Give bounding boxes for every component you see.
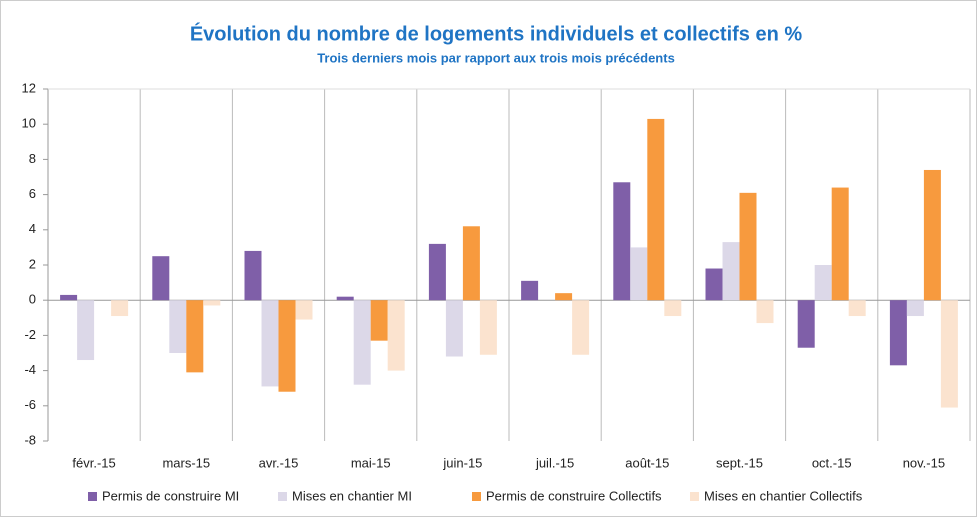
- bar: [521, 280, 539, 301]
- bar: [387, 300, 405, 371]
- bar: [814, 265, 832, 301]
- legend-label: Mises en chantier MI: [292, 488, 412, 503]
- bar: [336, 296, 354, 301]
- y-tick-label: -6: [24, 397, 36, 412]
- bar: [370, 300, 388, 341]
- bar: [889, 300, 907, 366]
- bar: [906, 300, 924, 317]
- y-tick-label: -2: [24, 327, 36, 342]
- x-tick-label: nov.-15: [903, 455, 945, 470]
- legend-label: Mises en chantier Collectifs: [704, 488, 863, 503]
- bar: [739, 192, 757, 301]
- x-tick-label: juil.-15: [535, 455, 574, 470]
- bar: [664, 300, 682, 317]
- bar: [756, 300, 774, 324]
- x-tick-label: août-15: [625, 455, 669, 470]
- legend-swatch: [88, 492, 97, 501]
- bar: [353, 300, 371, 385]
- chart-subtitle: Trois derniers mois par rapport aux troi…: [317, 50, 675, 65]
- bar: [479, 300, 497, 355]
- y-tick-label: 4: [29, 221, 36, 236]
- legend-label: Permis de construire MI: [102, 488, 239, 503]
- bar: [77, 300, 95, 361]
- bar: [169, 300, 187, 353]
- x-tick-label: avr.-15: [259, 455, 299, 470]
- bar: [295, 300, 313, 320]
- bar: [722, 242, 740, 301]
- chart-title: Évolution du nombre de logements individ…: [190, 22, 803, 45]
- bar: [186, 300, 204, 373]
- x-tick-label: oct.-15: [812, 455, 852, 470]
- bar: [428, 243, 446, 301]
- x-tick-label: juin-15: [442, 455, 482, 470]
- x-tick-label: mai-15: [351, 455, 391, 470]
- bar: [261, 300, 279, 387]
- y-tick-label: 12: [22, 80, 36, 95]
- x-tick-label: sept.-15: [716, 455, 763, 470]
- bar: [705, 268, 723, 301]
- bar: [797, 300, 815, 348]
- bar: [111, 300, 129, 317]
- x-tick-label: mars-15: [162, 455, 210, 470]
- legend-swatch: [472, 492, 481, 501]
- legend-swatch: [278, 492, 287, 501]
- y-tick-label: -4: [24, 362, 36, 377]
- bar: [445, 300, 463, 357]
- bar: [152, 256, 170, 301]
- bar: [613, 182, 631, 301]
- bar: [60, 294, 78, 301]
- y-tick-label: 6: [29, 186, 36, 201]
- bar: [462, 226, 480, 301]
- y-tick-label: 8: [29, 151, 36, 166]
- y-tick-label: -8: [24, 432, 36, 447]
- bar: [555, 293, 573, 301]
- bar: [940, 300, 958, 408]
- bar: [848, 300, 866, 317]
- bar: [203, 300, 221, 306]
- y-tick-label: 0: [29, 292, 36, 307]
- x-tick-label: févr.-15: [72, 455, 115, 470]
- bar: [630, 247, 648, 301]
- bar: [647, 118, 665, 301]
- legend-swatch: [690, 492, 699, 501]
- legend-label: Permis de construire Collectifs: [486, 488, 662, 503]
- bar: [244, 250, 262, 301]
- bar: [572, 300, 590, 355]
- bar: [831, 187, 849, 301]
- bar: [278, 300, 296, 392]
- y-tick-label: 10: [22, 116, 36, 131]
- bar: [923, 169, 941, 301]
- y-tick-label: 2: [29, 256, 36, 271]
